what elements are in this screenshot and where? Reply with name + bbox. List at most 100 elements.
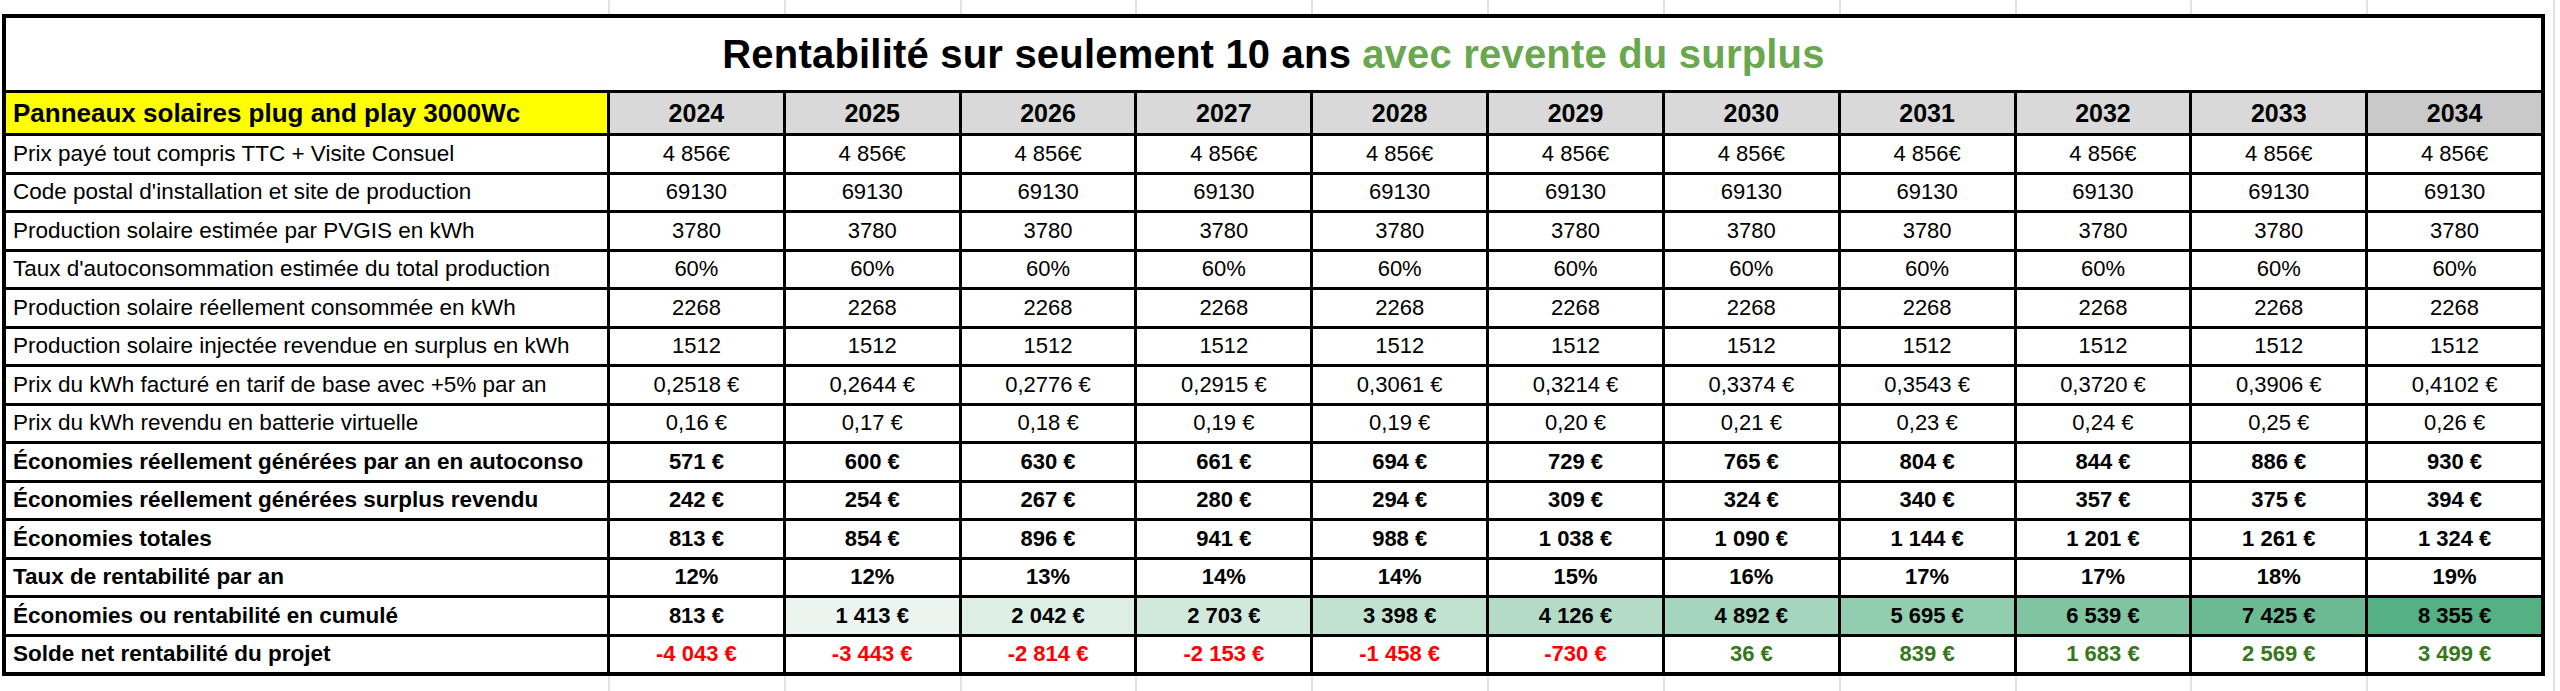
value-cell[interactable]: -4 043 € (610, 637, 783, 673)
value-cell[interactable]: 4 856€ (2192, 136, 2365, 172)
value-cell[interactable]: 14% (1137, 560, 1310, 596)
value-cell[interactable]: 3780 (1841, 213, 2014, 249)
value-cell[interactable]: 69130 (1489, 175, 1662, 211)
value-cell[interactable]: 8 355 € (2368, 598, 2541, 634)
value-cell[interactable]: 69130 (2368, 175, 2541, 211)
value-cell[interactable]: 60% (1137, 252, 1310, 288)
value-cell[interactable]: 4 856€ (2368, 136, 2541, 172)
value-cell[interactable]: 60% (786, 252, 959, 288)
value-cell[interactable]: 69130 (1841, 175, 2014, 211)
value-cell[interactable]: 0,3061 € (1313, 367, 1486, 403)
value-cell[interactable]: 17% (2017, 560, 2190, 596)
value-cell[interactable]: 16% (1665, 560, 1838, 596)
value-cell[interactable]: 2268 (2192, 290, 2365, 326)
value-cell[interactable]: 15% (1489, 560, 1662, 596)
value-cell[interactable]: 729 € (1489, 444, 1662, 480)
value-cell[interactable]: 60% (2017, 252, 2190, 288)
value-cell[interactable]: 0,2644 € (786, 367, 959, 403)
value-cell[interactable]: 2268 (1313, 290, 1486, 326)
value-cell[interactable]: 854 € (786, 521, 959, 557)
row-label[interactable]: Code postal d'installation et site de pr… (6, 175, 607, 211)
value-cell[interactable]: 930 € (2368, 444, 2541, 480)
value-cell[interactable]: 36 € (1665, 637, 1838, 673)
value-cell[interactable]: -2 814 € (962, 637, 1135, 673)
value-cell[interactable]: 60% (1665, 252, 1838, 288)
value-cell[interactable]: 1 683 € (2017, 637, 2190, 673)
value-cell[interactable]: 294 € (1313, 483, 1486, 519)
value-cell[interactable]: 60% (962, 252, 1135, 288)
value-cell[interactable]: 3780 (1137, 213, 1310, 249)
row-label[interactable]: Production solaire injectée revendue en … (6, 329, 607, 365)
value-cell[interactable]: 0,4102 € (2368, 367, 2541, 403)
value-cell[interactable]: 2268 (962, 290, 1135, 326)
value-cell[interactable]: 839 € (1841, 637, 2014, 673)
row-label[interactable]: Taux de rentabilité par an (6, 560, 607, 596)
value-cell[interactable]: 0,2776 € (962, 367, 1135, 403)
row-label[interactable]: Prix payé tout compris TTC + Visite Cons… (6, 136, 607, 172)
value-cell[interactable]: 2268 (2368, 290, 2541, 326)
value-cell[interactable]: 267 € (962, 483, 1135, 519)
value-cell[interactable]: 324 € (1665, 483, 1838, 519)
value-cell[interactable]: 17% (1841, 560, 2014, 596)
value-cell[interactable]: 2268 (610, 290, 783, 326)
value-cell[interactable]: 630 € (962, 444, 1135, 480)
value-cell[interactable]: 1512 (1137, 329, 1310, 365)
value-cell[interactable]: -730 € (1489, 637, 1662, 673)
value-cell[interactable]: 69130 (610, 175, 783, 211)
value-cell[interactable]: 254 € (786, 483, 959, 519)
value-cell[interactable]: 813 € (610, 598, 783, 634)
value-cell[interactable]: 1512 (1313, 329, 1486, 365)
value-cell[interactable]: 60% (1313, 252, 1486, 288)
value-cell[interactable]: 0,24 € (2017, 406, 2190, 442)
value-cell[interactable]: -2 153 € (1137, 637, 1310, 673)
value-cell[interactable]: 0,21 € (1665, 406, 1838, 442)
value-cell[interactable]: 813 € (610, 521, 783, 557)
value-cell[interactable]: -3 443 € (786, 637, 959, 673)
value-cell[interactable]: 5 695 € (1841, 598, 2014, 634)
value-cell[interactable]: 13% (962, 560, 1135, 596)
value-cell[interactable]: 1 201 € (2017, 521, 2190, 557)
value-cell[interactable]: 4 856€ (2017, 136, 2190, 172)
value-cell[interactable]: 0,3374 € (1665, 367, 1838, 403)
value-cell[interactable]: 1 090 € (1665, 521, 1838, 557)
value-cell[interactable]: 571 € (610, 444, 783, 480)
value-cell[interactable]: 60% (2368, 252, 2541, 288)
row-label[interactable]: Économies totales (6, 521, 607, 557)
row-label[interactable]: Taux d'autoconsommation estimée du total… (6, 252, 607, 288)
value-cell[interactable]: 0,26 € (2368, 406, 2541, 442)
row-label[interactable]: Économies ou rentabilité en cumulé (6, 598, 607, 634)
value-cell[interactable]: 2268 (1665, 290, 1838, 326)
value-cell[interactable]: 69130 (1665, 175, 1838, 211)
value-cell[interactable]: 14% (1313, 560, 1486, 596)
value-cell[interactable]: 60% (1489, 252, 1662, 288)
value-cell[interactable]: 3780 (1489, 213, 1662, 249)
value-cell[interactable]: 3 398 € (1313, 598, 1486, 634)
value-cell[interactable]: 12% (610, 560, 783, 596)
row-label[interactable]: Économies réellement générées surplus re… (6, 483, 607, 519)
value-cell[interactable]: 4 856€ (1137, 136, 1310, 172)
value-cell[interactable]: 896 € (962, 521, 1135, 557)
row-label[interactable]: Production solaire réellement consommée … (6, 290, 607, 326)
value-cell[interactable]: 19% (2368, 560, 2541, 596)
row-label[interactable]: Prix du kWh facturé en tarif de base ave… (6, 367, 607, 403)
value-cell[interactable]: 1512 (1665, 329, 1838, 365)
value-cell[interactable]: 0,18 € (962, 406, 1135, 442)
value-cell[interactable]: 4 856€ (786, 136, 959, 172)
year-column-header[interactable]: 2028 (1313, 93, 1486, 133)
value-cell[interactable]: 2 703 € (1137, 598, 1310, 634)
value-cell[interactable]: 1512 (1841, 329, 2014, 365)
value-cell[interactable]: 0,3214 € (1489, 367, 1662, 403)
value-cell[interactable]: 1512 (2368, 329, 2541, 365)
value-cell[interactable]: 2268 (786, 290, 959, 326)
value-cell[interactable]: 4 856€ (962, 136, 1135, 172)
value-cell[interactable]: 0,23 € (1841, 406, 2014, 442)
value-cell[interactable]: 0,2915 € (1137, 367, 1310, 403)
row-label[interactable]: Solde net rentabilité du projet (6, 637, 607, 673)
value-cell[interactable]: 375 € (2192, 483, 2365, 519)
value-cell[interactable]: 0,3906 € (2192, 367, 2365, 403)
value-cell[interactable]: 3780 (610, 213, 783, 249)
value-cell[interactable]: 661 € (1137, 444, 1310, 480)
value-cell[interactable]: 69130 (786, 175, 959, 211)
year-column-header[interactable]: 2030 (1665, 93, 1838, 133)
value-cell[interactable]: 69130 (1313, 175, 1486, 211)
